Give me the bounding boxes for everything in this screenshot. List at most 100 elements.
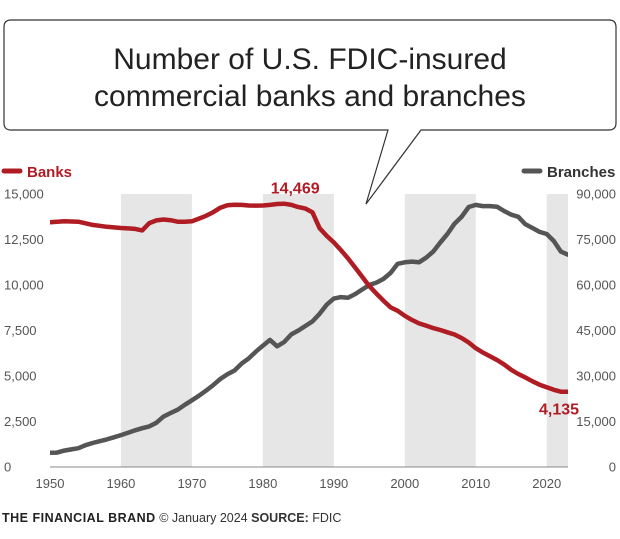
banks-data-point xyxy=(269,204,271,206)
branches-data-point xyxy=(105,438,108,441)
branches-data-point xyxy=(396,262,399,265)
banks-data-point xyxy=(198,217,200,220)
branches-data-point xyxy=(50,451,51,454)
y-right-tick-label: 75,000 xyxy=(576,232,616,247)
banks-data-point xyxy=(396,310,399,312)
branches-data-point xyxy=(560,250,562,253)
x-tick-label: 1950 xyxy=(36,476,65,491)
banks-data-point xyxy=(538,383,541,386)
banks-data-point xyxy=(432,327,434,329)
banks-data-point xyxy=(503,363,505,366)
branches-data-point xyxy=(474,204,477,206)
chart-title-line-1: Number of U.S. FDIC-insured xyxy=(113,43,506,76)
branches-data-point xyxy=(432,250,434,253)
banks-data-point xyxy=(141,229,144,232)
branches-data-point xyxy=(141,427,144,429)
branches-data-point xyxy=(538,231,541,233)
banks-data-point xyxy=(311,211,314,214)
y-right-tick-label: 90,000 xyxy=(576,187,616,202)
banks-data-point xyxy=(120,227,122,229)
banks-data-point xyxy=(325,235,328,237)
banks-data-point xyxy=(460,337,463,339)
branches-data-point xyxy=(98,440,101,443)
banks-data-point xyxy=(155,219,158,222)
branches-data-point xyxy=(283,341,285,343)
branches-data-point xyxy=(382,278,385,280)
y-right-tick-label: 60,000 xyxy=(576,278,616,293)
branches-data-point xyxy=(233,369,236,372)
banks-data-point xyxy=(489,355,491,357)
branches-data-point xyxy=(531,227,534,229)
branches-data-point xyxy=(77,447,80,449)
branches-data-point xyxy=(113,436,115,439)
banks-data-point xyxy=(347,257,349,260)
branches-data-point xyxy=(489,205,491,207)
x-tick-label: 2000 xyxy=(390,476,419,491)
branches-data-point xyxy=(503,210,505,212)
branches-data-point xyxy=(219,378,222,380)
banks-data-point xyxy=(176,220,179,223)
branches-data-point xyxy=(276,345,278,348)
banks-data-point xyxy=(105,225,108,228)
footer-source-label: SOURCE: xyxy=(251,511,309,525)
chart-title-line-2: commercial banks and branches xyxy=(94,80,526,113)
branches-data-point xyxy=(545,233,548,235)
branches-data-point xyxy=(254,350,257,353)
banks-data-point xyxy=(482,351,484,354)
banks-data-point xyxy=(389,306,392,309)
banks-data-point xyxy=(262,204,264,207)
banks-data-point xyxy=(283,202,285,205)
branches-data-point xyxy=(56,451,58,454)
branches-data-point xyxy=(354,293,356,295)
banks-data-point xyxy=(304,207,307,210)
banks-data-point xyxy=(77,220,80,223)
branches-data-point xyxy=(127,431,129,434)
x-tick-label: 2010 xyxy=(461,476,490,491)
branches-data-point xyxy=(84,444,87,446)
banks-data-point xyxy=(545,386,548,389)
banks-data-point xyxy=(127,227,129,230)
y-right-tick-label: 0 xyxy=(609,460,616,475)
branches-data-point xyxy=(290,333,293,336)
branches-data-point xyxy=(63,449,65,452)
peak-banks-callout: 14,469 xyxy=(271,181,320,198)
branches-data-point xyxy=(340,296,342,298)
banks-data-point xyxy=(240,204,243,206)
banks-data-point xyxy=(375,292,378,295)
branches-data-point xyxy=(120,434,122,436)
y-left-tick-label: 7,500 xyxy=(4,323,37,338)
branches-data-point xyxy=(262,344,264,347)
branches-data-point xyxy=(446,233,449,235)
banks-data-point xyxy=(403,314,406,317)
branches-data-point xyxy=(553,240,555,242)
footer-brand: THE FINANCIAL BRAND xyxy=(2,511,156,525)
branches-data-point xyxy=(453,222,456,225)
banks-data-point xyxy=(162,218,165,221)
shaded-band-0 xyxy=(120,194,192,467)
x-tick-label: 1960 xyxy=(106,476,135,491)
banks-data-point xyxy=(254,204,257,207)
footer-source: FDIC xyxy=(312,511,342,525)
branches-data-point xyxy=(411,260,413,263)
branches-data-point xyxy=(198,394,200,397)
branches-data-point xyxy=(240,362,243,365)
banks-data-point xyxy=(333,241,335,244)
branches-data-point xyxy=(162,415,165,418)
branches-data-point xyxy=(269,339,271,341)
banks-data-point xyxy=(524,376,527,379)
x-tick-label: 2020 xyxy=(532,476,561,491)
banks-data-point xyxy=(233,203,236,206)
latest-banks-callout: 4,135 xyxy=(539,402,579,419)
y-right-tick-label: 30,000 xyxy=(576,369,616,384)
banks-data-point xyxy=(368,285,371,287)
branches-data-point xyxy=(184,404,186,406)
banks-data-point xyxy=(191,220,193,223)
branches-data-point xyxy=(134,429,136,432)
banks-data-point xyxy=(63,220,65,223)
branches-data-point xyxy=(389,272,392,274)
branches-data-point xyxy=(304,325,307,327)
branches-data-point xyxy=(297,329,300,332)
banks-data-point xyxy=(226,204,229,207)
branches-data-point xyxy=(567,253,568,256)
